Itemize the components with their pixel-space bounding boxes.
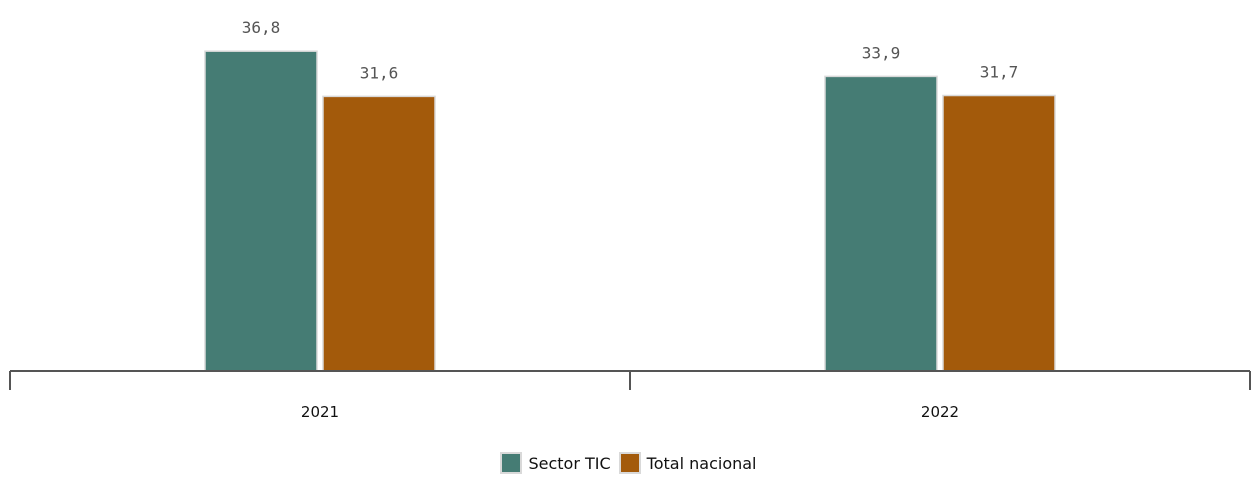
- bar-sector-tic-2022: [824, 75, 938, 372]
- legend-label-total-nacional: Total nacional: [646, 453, 757, 473]
- value-label-total-nacional-2022: 31,7: [980, 63, 1019, 82]
- x-axis: 2021 2022: [9, 370, 1251, 421]
- value-label-sector-tic-2021: 36,8: [242, 18, 281, 37]
- bar-total-nacional-2021: [322, 95, 436, 372]
- value-labels-layer: 36,8 31,6 33,9 31,7: [242, 18, 1019, 82]
- value-label-sector-tic-2022: 33,9: [862, 43, 901, 62]
- bar-sector-tic-2021: [204, 50, 318, 372]
- legend-item-total-nacional: Total nacional: [618, 452, 757, 474]
- bars-layer: [204, 50, 1056, 372]
- bar-total-nacional-2022: [942, 94, 1056, 372]
- x-tick-label-2021: 2021: [301, 403, 339, 421]
- legend: Sector TIC Total nacional: [0, 452, 1257, 474]
- legend-swatch-sector-tic: [500, 452, 523, 474]
- legend-swatch-total-nacional: [618, 452, 641, 474]
- legend-label-sector-tic: Sector TIC: [528, 453, 611, 473]
- value-label-total-nacional-2021: 31,6: [360, 63, 399, 82]
- x-tick-label-2022: 2022: [921, 403, 959, 421]
- legend-item-sector-tic: Sector TIC: [500, 452, 611, 474]
